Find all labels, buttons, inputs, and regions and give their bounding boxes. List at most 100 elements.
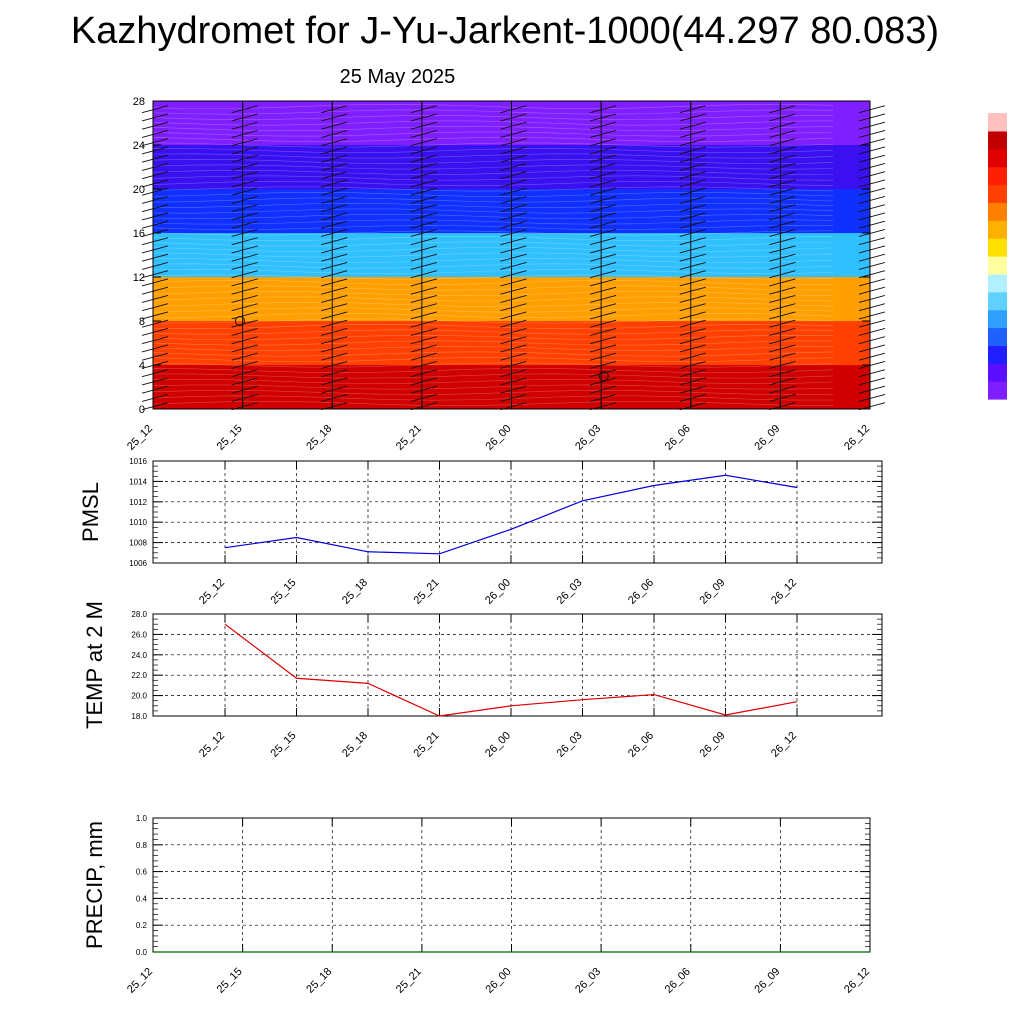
wind-barb	[769, 270, 796, 279]
wind-barb	[679, 171, 706, 180]
x-tick-label: 25_21	[394, 966, 424, 996]
wind-barb	[141, 121, 169, 130]
wind-barb	[590, 278, 617, 287]
wind-barb	[679, 138, 706, 147]
wind-barb	[769, 278, 796, 287]
wind-barb	[858, 352, 886, 361]
x-tick-label: 25_15	[269, 577, 299, 607]
wind-barb	[769, 344, 796, 353]
wind-barb	[858, 295, 886, 303]
y-tick-label: 18.0	[131, 712, 147, 721]
wind-barb	[590, 319, 617, 328]
wind-barb	[679, 196, 706, 204]
y-tick-label: 8	[139, 316, 145, 328]
wind-barb	[141, 278, 169, 287]
y-tick-label: 26.0	[131, 630, 147, 639]
colorbar-swatch	[988, 327, 1007, 346]
x-tick-label: 25_12	[125, 966, 155, 996]
x-tick-label: 26_03	[555, 577, 585, 607]
wind-barb	[410, 385, 437, 394]
wind-barb	[769, 204, 796, 213]
wind-barb	[679, 146, 706, 155]
y-axis-label: PMSL	[78, 482, 103, 542]
wind-barb	[679, 179, 706, 188]
wind-barb	[141, 196, 169, 204]
contour-line	[152, 202, 834, 208]
contour-line	[152, 114, 834, 120]
wind-barb	[590, 394, 617, 402]
wind-barb	[231, 146, 258, 155]
contour-line	[152, 357, 834, 362]
wind-barb	[500, 245, 527, 254]
wind-barb	[321, 212, 348, 221]
wind-barb	[679, 163, 706, 171]
x-tick-label: 26_00	[483, 730, 513, 760]
wind-barb	[769, 352, 796, 361]
wind-barb	[590, 138, 617, 147]
x-tick-label: 25_12	[125, 423, 155, 453]
wind-barb	[410, 229, 437, 237]
wind-barb	[769, 369, 796, 378]
y-tick-label: 1.0	[136, 814, 148, 823]
wind-barb	[231, 245, 258, 254]
wind-barb	[858, 377, 886, 386]
wind-barb	[141, 130, 169, 138]
calm-marker	[598, 371, 609, 381]
contour-line	[152, 137, 834, 142]
wind-barb	[679, 270, 706, 279]
wind-barb	[141, 311, 169, 320]
wind-barb	[858, 328, 886, 336]
wind-barb	[141, 286, 169, 295]
contour-line	[152, 291, 834, 296]
wind-barb	[679, 154, 706, 163]
pmsl-plot: 1006 1008 1010 1012 1014 1016 25_12 25_15 25_18 2…	[78, 457, 883, 607]
wind-barb	[231, 385, 258, 394]
y-tick-label: 0.4	[136, 894, 148, 903]
wind-barb	[321, 262, 348, 270]
x-tick-label: 25_12	[197, 730, 227, 760]
wind-barb	[858, 220, 886, 229]
y-tick-label: 4	[139, 360, 145, 372]
wind-barb	[769, 121, 796, 130]
wind-barb	[769, 394, 796, 402]
wind-barb	[321, 385, 348, 394]
contour-line	[152, 109, 834, 115]
contour-line	[152, 395, 834, 401]
wind-barb	[590, 295, 617, 303]
wind-barb	[141, 385, 169, 394]
wind-barb	[769, 328, 796, 336]
wind-barb	[231, 278, 258, 287]
wind-barb	[858, 385, 886, 394]
wind-barb	[769, 245, 796, 254]
wind-barb	[769, 196, 796, 204]
wind-barb	[500, 336, 527, 345]
y-tick-label: 0	[139, 404, 145, 416]
wind-barb	[231, 121, 258, 130]
wind-barb	[590, 171, 617, 180]
contour-line	[152, 186, 834, 192]
wind-barb	[410, 344, 437, 353]
series-line	[224, 474, 798, 555]
wind-barb	[500, 196, 527, 204]
wind-barb	[590, 196, 617, 204]
contour-line	[152, 258, 834, 263]
contour-line	[152, 401, 834, 406]
wind-barb	[231, 352, 258, 361]
wind-barb	[231, 113, 258, 122]
wind-barb	[679, 319, 706, 328]
contour-line	[152, 318, 834, 324]
contour-line	[152, 263, 834, 269]
wind-barb	[141, 138, 169, 147]
colorbar-swatch	[988, 256, 1007, 275]
wind-barb	[679, 369, 706, 378]
wind-barb	[231, 311, 258, 320]
colorbar-swatch	[988, 381, 1007, 400]
wind-barb	[769, 262, 796, 270]
wind-barb	[679, 237, 706, 246]
wind-barb	[231, 130, 258, 138]
wind-barb	[231, 377, 258, 386]
y-tick-label: 1006	[129, 559, 147, 568]
wind-barb	[769, 130, 796, 138]
x-tick-label: 26_09	[698, 730, 728, 760]
contour-line	[152, 346, 834, 351]
